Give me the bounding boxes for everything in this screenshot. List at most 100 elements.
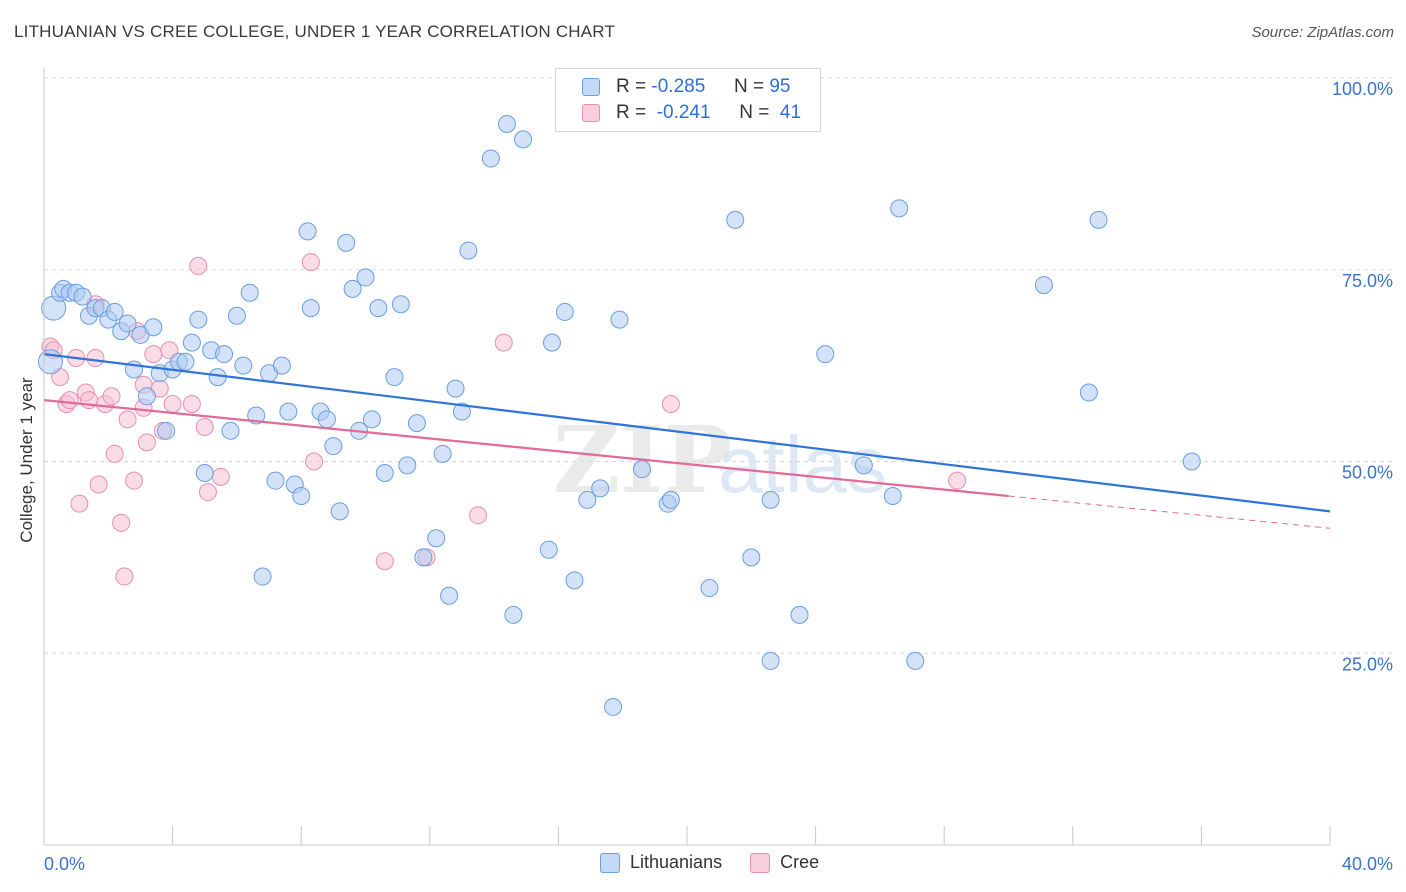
cree-point — [375, 552, 394, 571]
cree-point — [118, 410, 137, 429]
lithuanian-point — [433, 444, 452, 463]
legend-n-label: N = — [739, 102, 770, 123]
legend-label-cree: Cree — [780, 852, 820, 872]
lithuanian-point — [604, 697, 623, 716]
lithuanian-point — [240, 283, 259, 302]
lithuanian-point — [356, 268, 375, 287]
cree-point — [144, 345, 163, 364]
cree-point — [301, 253, 320, 272]
legend-n-label: N = — [733, 76, 765, 97]
lithuanian-point — [854, 456, 873, 475]
lithuanian-point — [726, 210, 745, 229]
legend-swatch-blue — [582, 78, 600, 96]
cree-point — [195, 417, 214, 436]
correlation-legend: R = -0.285 N = 95 R = -0.241 N = 41 — [555, 68, 821, 132]
lithuanian-point — [375, 464, 394, 483]
series-legend: Lithuanians Cree — [600, 852, 847, 873]
lithuanian-point — [497, 115, 516, 134]
lithuanian-point — [761, 651, 780, 670]
lithuanian-point — [324, 437, 343, 456]
legend-n-value: 41 — [779, 102, 802, 123]
lithuanian-point — [459, 241, 478, 260]
legend-swatch-blue — [600, 852, 620, 873]
lithuanian-point — [330, 502, 349, 521]
lithuanian-point — [407, 414, 426, 433]
lithuanian-point — [661, 490, 680, 509]
lithuanian-point — [298, 222, 317, 241]
lithuanian-point — [452, 402, 471, 421]
legend-swatch-pink — [582, 104, 600, 122]
lithuanian-point — [790, 605, 809, 624]
axis-layer: 25.0% 50.0% 75.0% 100.0% 0.0% 40.0% — [43, 68, 1393, 874]
lithuanian-trend-line — [43, 353, 1331, 513]
cree-point — [948, 471, 967, 490]
lithuanian-point — [292, 487, 311, 506]
cree-point — [160, 341, 179, 360]
lithuanian-point — [398, 456, 417, 475]
y-axis-label: College, Under 1 year — [17, 377, 36, 543]
lithuanian-point — [157, 421, 176, 440]
lithuanian-point — [176, 352, 195, 371]
lithuanian-point — [555, 302, 574, 321]
lithuanian-point — [1034, 276, 1053, 295]
legend-label-lithuanians: Lithuanians — [630, 852, 723, 872]
chart-title: LITHUANIAN VS CREE COLLEGE, UNDER 1 YEAR… — [14, 22, 616, 41]
lithuanian-point — [37, 349, 63, 375]
y-tick-label: 50.0% — [1342, 463, 1393, 483]
lithuanian-point — [632, 460, 651, 479]
lithuanian-point — [610, 310, 629, 329]
lithuanian-point — [883, 487, 902, 506]
legend-r-label: R = — [616, 76, 647, 97]
lithuanian-point — [539, 540, 558, 559]
lithuanian-point — [317, 410, 336, 429]
legend-item-lithuanians[interactable]: Lithuanians — [600, 852, 722, 873]
lithuanian-point — [105, 302, 124, 321]
lithuanian-point — [362, 410, 381, 429]
cree-point — [137, 433, 156, 452]
lithuanian-point — [182, 333, 201, 352]
cree-point — [198, 483, 217, 502]
lithuanian-point — [1079, 383, 1098, 402]
lithuanian-point — [234, 356, 253, 375]
cree-point — [105, 444, 124, 463]
lithuanian-point — [137, 387, 156, 406]
lithuanian-point — [591, 479, 610, 498]
cree-point — [189, 256, 208, 275]
legend-r-label: R = — [616, 102, 647, 123]
source-label: Source: ZipAtlas.com — [1251, 24, 1394, 41]
legend-item-cree[interactable]: Cree — [750, 852, 819, 873]
cree-point — [112, 513, 131, 532]
lithuanian-point — [221, 421, 240, 440]
y-tick-label: 75.0% — [1342, 271, 1393, 291]
lithuanian-point — [440, 586, 459, 605]
cree-point — [115, 567, 134, 586]
legend-r-value: -0.241 — [656, 102, 711, 123]
cree-point — [661, 394, 680, 413]
legend-swatch-pink — [750, 852, 771, 873]
lithuanian-point — [504, 605, 523, 624]
x-tick-label: 40.0% — [1342, 854, 1393, 874]
lithuanian-point — [1182, 452, 1201, 471]
lithuanian-point — [481, 149, 500, 168]
lithuanian-point — [761, 490, 780, 509]
lithuanian-point — [253, 567, 272, 586]
cree-point — [469, 506, 488, 525]
lithuanian-point — [414, 548, 433, 567]
lithuanian-point — [279, 402, 298, 421]
legend-n-value: 95 — [769, 76, 791, 97]
x-tick-label: 0.0% — [44, 854, 85, 874]
cree-point — [60, 391, 79, 410]
lithuanian-point — [369, 299, 388, 318]
lithuanian-point — [578, 490, 597, 509]
lithuanian-point — [266, 471, 285, 490]
cree-point — [163, 394, 182, 413]
cree-point — [86, 348, 105, 367]
lithuanian-point — [1089, 210, 1108, 229]
lithuanian-point — [890, 199, 909, 218]
cree-point — [494, 333, 513, 352]
lithuanian-point — [514, 130, 533, 149]
lithuanian-point — [227, 306, 246, 325]
lithuanian-point — [700, 579, 719, 598]
lithuanian-point — [542, 333, 561, 352]
